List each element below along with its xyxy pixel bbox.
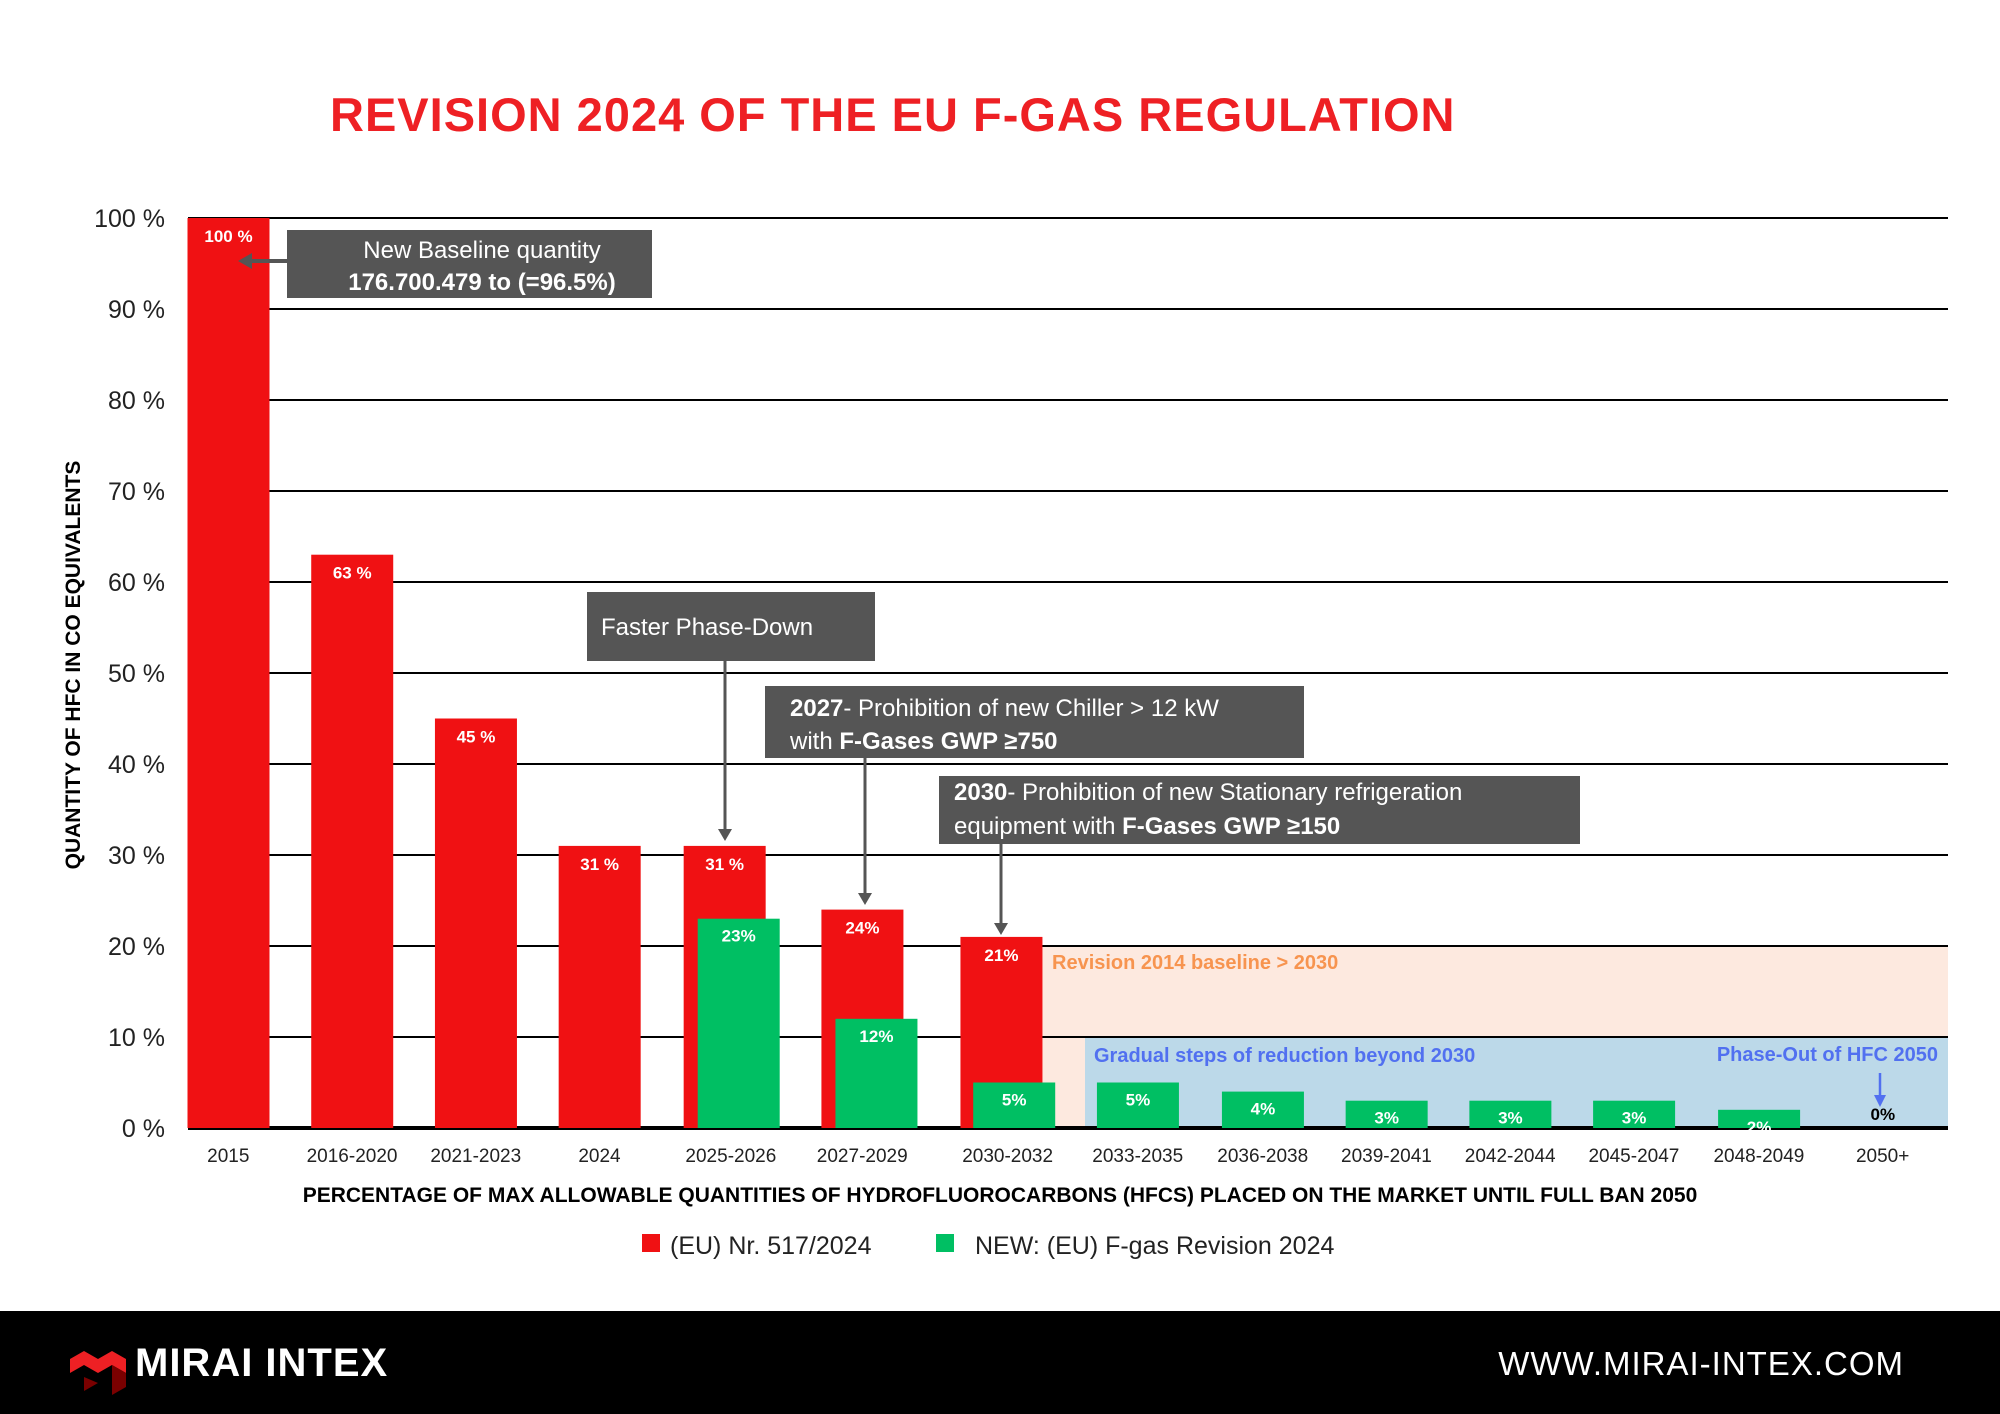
baseline-line2: 176.700.479 to (=96.5%): [348, 269, 616, 296]
faster-text: Faster Phase-Down: [601, 614, 813, 641]
x-tick-label: 2015: [207, 1146, 249, 1167]
bar-label-red: 63 %: [333, 564, 372, 583]
annotation-stationary: 2030- Prohibition of new Stationary refr…: [939, 776, 1580, 935]
bar-label-green: 3%: [1622, 1109, 1647, 1128]
bar-red-2016-2020: [311, 554, 394, 1128]
x-tick-label: 2021-2023: [430, 1146, 521, 1167]
annotation-faster-phase-down: Faster Phase-Down: [587, 592, 875, 841]
bar-label-red: 24%: [845, 919, 879, 938]
region-revision-2014-label: Revision 2014 baseline > 2030: [1052, 952, 1338, 974]
y-tick-label: 50 %: [108, 660, 165, 688]
stationary-line2: equipment with F-Gases GWP ≥150: [954, 813, 1340, 840]
bar-red-2021-2023: [434, 718, 517, 1128]
bar-label-green: 5%: [1002, 1091, 1027, 1110]
bar-label-green: 5%: [1126, 1091, 1151, 1110]
legend: (EU) Nr. 517/2024 NEW: (EU) F-gas Revisi…: [642, 1232, 1334, 1260]
x-tick-label: 2027-2029: [817, 1146, 908, 1167]
bar-green-2048-2049: [1718, 1109, 1801, 1128]
bar-label-green: 4%: [1251, 1100, 1276, 1119]
phase-out-text: Phase-Out of HFC 2050: [1717, 1044, 1938, 1066]
bar-label-red: 100 %: [204, 227, 252, 246]
x-tick-label: 2033-2035: [1092, 1146, 1183, 1167]
annotation-baseline: New Baseline quantity 176.700.479 to (=9…: [238, 230, 652, 298]
y-tick-label: 30 %: [108, 842, 165, 870]
x-tick-label: 2024: [578, 1146, 621, 1167]
bar-label-green: 0%: [1871, 1105, 1896, 1124]
bar-red-2015: [187, 218, 270, 1128]
y-tick-label: 60 %: [108, 569, 165, 597]
bar-green-2030-2032: [973, 1082, 1056, 1128]
y-tick-label: 100 %: [94, 205, 165, 233]
y-axis-title: QUANTITY OF HFC IN CO EQUIVALENTS: [62, 461, 85, 870]
bar-label-red: 31 %: [580, 855, 619, 874]
mirai-intex-logo-icon: [70, 1351, 126, 1395]
legend-swatch-green: [936, 1234, 954, 1252]
region-gradual-steps-label: Gradual steps of reduction beyond 2030: [1094, 1045, 1475, 1067]
y-tick-label: 80 %: [108, 387, 165, 415]
x-tick-label: 2042-2044: [1465, 1146, 1556, 1167]
y-tick-label: 10 %: [108, 1024, 165, 1052]
legend-label-red: (EU) Nr. 517/2024: [670, 1232, 872, 1260]
chiller-line2: with F-Gases GWP ≥750: [789, 728, 1058, 755]
bar-label-red: 45 %: [457, 728, 496, 747]
x-tick-label: 2025-2026: [685, 1146, 776, 1167]
chart-title: REVISION 2024 OF THE EU F-GAS REGULATION: [330, 88, 1456, 141]
bar-green-2033-2035: [1096, 1082, 1179, 1128]
bar-green-2042-2044: [1469, 1100, 1552, 1128]
bar-label-red: 31 %: [705, 855, 744, 874]
x-tick-label: 2016-2020: [307, 1146, 398, 1167]
bar-green-2025-2026: [697, 918, 780, 1128]
x-tick-label: 2039-2041: [1341, 1146, 1432, 1167]
bar-green-2036-2038: [1221, 1091, 1304, 1128]
bar-green-2045-2047: [1593, 1100, 1676, 1128]
y-tick-label: 0 %: [122, 1115, 165, 1143]
y-tick-label: 20 %: [108, 933, 165, 961]
x-tick-label: 2050+: [1856, 1146, 1909, 1167]
bar-red-2024: [558, 845, 641, 1128]
legend-swatch-red: [642, 1234, 660, 1252]
bar-label-green: 3%: [1498, 1109, 1523, 1128]
annotation-chiller: 2027- Prohibition of new Chiller > 12 kW…: [765, 686, 1304, 905]
footer: MIRAI INTEX WWW.MIRAI-INTEX.COM: [0, 1311, 2000, 1414]
y-tick-label: 70 %: [108, 478, 165, 506]
bar-label-red: 21%: [984, 946, 1018, 965]
annotation-phase-out: Phase-Out of HFC 2050: [1717, 1044, 1938, 1107]
website-link[interactable]: WWW.MIRAI-INTEX.COM: [1498, 1345, 1904, 1382]
bar-green-2027-2029: [835, 1018, 918, 1128]
x-tick-label: 2048-2049: [1713, 1146, 1804, 1167]
chart: REVISION 2024 OF THE EU F-GAS REGULATION…: [62, 88, 1948, 1260]
bar-green-2039-2041: [1345, 1100, 1428, 1128]
baseline-line1: New Baseline quantity: [363, 237, 600, 264]
x-tick-label: 2045-2047: [1588, 1146, 1679, 1167]
bar-label-green: 12%: [859, 1027, 893, 1046]
y-tick-label: 90 %: [108, 296, 165, 324]
x-axis-title: PERCENTAGE OF MAX ALLOWABLE QUANTITIES O…: [303, 1184, 1698, 1207]
legend-label-green: NEW: (EU) F-gas Revision 2024: [975, 1232, 1334, 1260]
bar-label-green: 3%: [1374, 1109, 1399, 1128]
chiller-line1: 2027- Prohibition of new Chiller > 12 kW: [790, 695, 1219, 722]
x-tick-label: 2030-2032: [962, 1146, 1053, 1167]
bar-label-green: 23%: [722, 927, 756, 946]
x-tick-label: 2036-2038: [1217, 1146, 1308, 1167]
stationary-line1: 2030- Prohibition of new Stationary refr…: [954, 779, 1462, 806]
y-tick-label: 40 %: [108, 751, 165, 779]
brand-name: MIRAI INTEX: [135, 1341, 389, 1385]
bar-label-green: 2%: [1747, 1118, 1772, 1137]
